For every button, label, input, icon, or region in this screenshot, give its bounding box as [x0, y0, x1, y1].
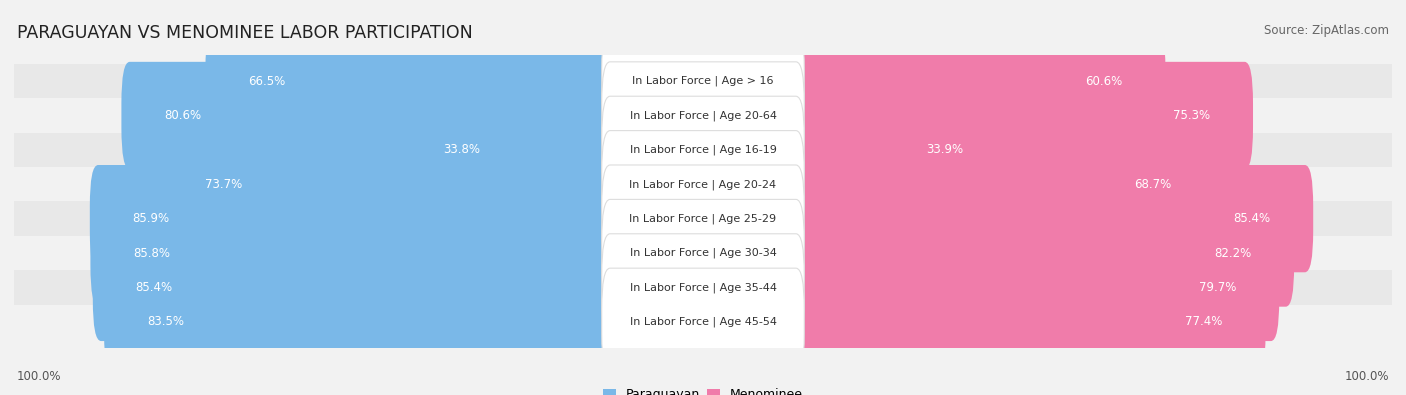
Text: In Labor Force | Age 35-44: In Labor Force | Age 35-44 — [630, 282, 776, 293]
Bar — [14, 98, 1392, 133]
Text: 77.4%: 77.4% — [1185, 315, 1223, 328]
FancyBboxPatch shape — [104, 268, 619, 376]
FancyBboxPatch shape — [602, 165, 804, 272]
Text: In Labor Force | Age 25-29: In Labor Force | Age 25-29 — [630, 213, 776, 224]
Text: 100.0%: 100.0% — [17, 370, 62, 383]
FancyBboxPatch shape — [787, 234, 1279, 341]
Legend: Paraguayan, Menominee: Paraguayan, Menominee — [598, 383, 808, 395]
FancyBboxPatch shape — [90, 165, 619, 272]
Text: PARAGUAYAN VS MENOMINEE LABOR PARTICIPATION: PARAGUAYAN VS MENOMINEE LABOR PARTICIPAT… — [17, 24, 472, 42]
Bar — [14, 167, 1392, 201]
Bar — [14, 133, 1392, 167]
Bar — [14, 305, 1392, 339]
Text: 85.8%: 85.8% — [134, 246, 170, 260]
FancyBboxPatch shape — [121, 62, 619, 169]
Text: In Labor Force | Age 16-19: In Labor Force | Age 16-19 — [630, 145, 776, 155]
FancyBboxPatch shape — [787, 268, 1265, 376]
FancyBboxPatch shape — [205, 27, 619, 135]
FancyBboxPatch shape — [602, 96, 804, 203]
FancyBboxPatch shape — [93, 234, 619, 341]
Text: In Labor Force | Age 20-24: In Labor Force | Age 20-24 — [630, 179, 776, 190]
Text: 85.4%: 85.4% — [135, 281, 173, 294]
FancyBboxPatch shape — [602, 27, 804, 135]
FancyBboxPatch shape — [602, 268, 804, 376]
Text: In Labor Force | Age > 16: In Labor Force | Age > 16 — [633, 76, 773, 87]
Bar — [14, 64, 1392, 98]
FancyBboxPatch shape — [787, 96, 1007, 203]
Bar — [14, 201, 1392, 236]
Text: 82.2%: 82.2% — [1215, 246, 1251, 260]
FancyBboxPatch shape — [787, 165, 1313, 272]
FancyBboxPatch shape — [602, 62, 804, 169]
FancyBboxPatch shape — [787, 27, 1166, 135]
Text: 79.7%: 79.7% — [1199, 281, 1236, 294]
FancyBboxPatch shape — [787, 62, 1253, 169]
Text: In Labor Force | Age 45-54: In Labor Force | Age 45-54 — [630, 316, 776, 327]
Bar — [14, 270, 1392, 305]
FancyBboxPatch shape — [163, 131, 619, 238]
Text: 60.6%: 60.6% — [1085, 75, 1123, 88]
Text: In Labor Force | Age 20-64: In Labor Force | Age 20-64 — [630, 110, 776, 121]
Bar — [14, 236, 1392, 270]
FancyBboxPatch shape — [787, 199, 1294, 307]
Text: 66.5%: 66.5% — [247, 75, 285, 88]
Text: 100.0%: 100.0% — [1344, 370, 1389, 383]
Text: 85.9%: 85.9% — [132, 212, 170, 225]
Text: 80.6%: 80.6% — [165, 109, 201, 122]
FancyBboxPatch shape — [787, 131, 1213, 238]
FancyBboxPatch shape — [602, 199, 804, 307]
Text: 75.3%: 75.3% — [1173, 109, 1211, 122]
FancyBboxPatch shape — [90, 199, 619, 307]
FancyBboxPatch shape — [602, 234, 804, 341]
FancyBboxPatch shape — [401, 96, 619, 203]
Text: In Labor Force | Age 30-34: In Labor Force | Age 30-34 — [630, 248, 776, 258]
FancyBboxPatch shape — [602, 131, 804, 238]
Text: 83.5%: 83.5% — [146, 315, 184, 328]
Text: 85.4%: 85.4% — [1233, 212, 1271, 225]
Text: 68.7%: 68.7% — [1133, 178, 1171, 191]
Text: Source: ZipAtlas.com: Source: ZipAtlas.com — [1264, 24, 1389, 37]
Text: 73.7%: 73.7% — [205, 178, 242, 191]
Text: 33.8%: 33.8% — [443, 143, 479, 156]
Text: 33.9%: 33.9% — [927, 143, 963, 156]
